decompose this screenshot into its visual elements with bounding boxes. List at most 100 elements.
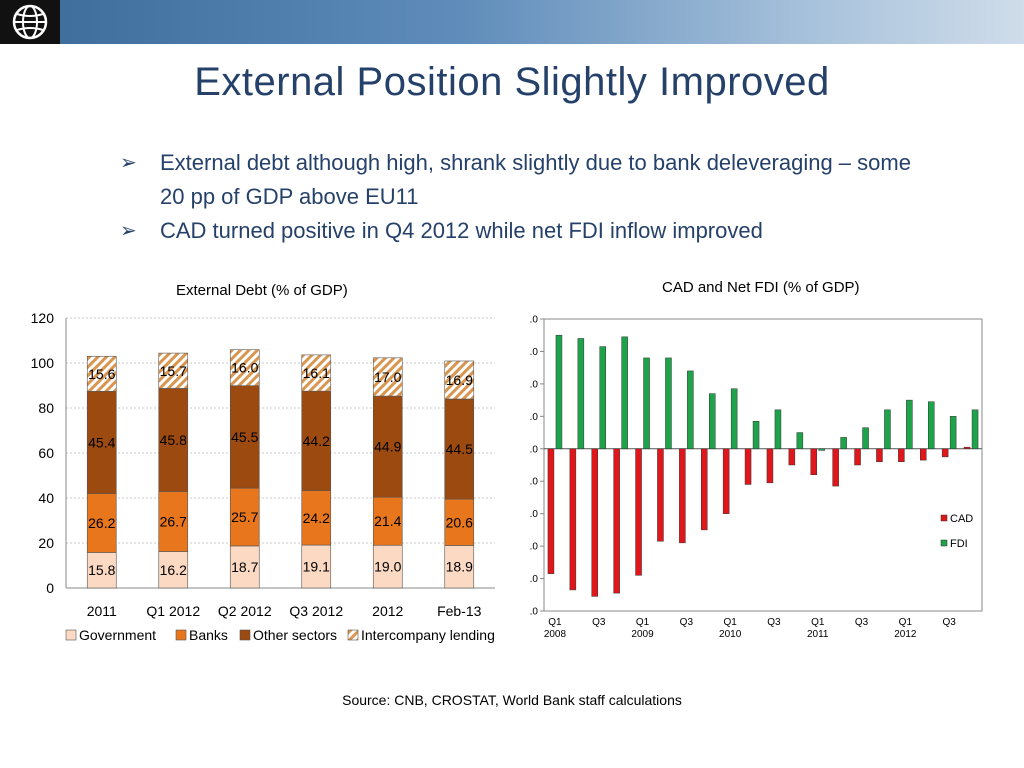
fdi-bar — [971, 409, 979, 450]
legend-swatch — [347, 629, 359, 641]
cad-bar — [613, 448, 620, 594]
data-label: 16.2 — [160, 562, 187, 578]
other-sectors-bar — [229, 385, 260, 489]
x-tick-label: Feb-13 — [437, 603, 482, 619]
x-tick-year-label: 2008 — [544, 629, 567, 640]
fdi-bar — [621, 336, 628, 450]
intercompany-bar — [158, 352, 189, 389]
x-tick-label: Q1 — [811, 617, 825, 628]
banks-bar — [372, 496, 403, 546]
legend-label: Other sectors — [253, 627, 337, 643]
y-tick-label: -2.0 — [530, 477, 538, 488]
government-bar — [229, 545, 260, 589]
fdi-bar — [796, 432, 804, 450]
arrow-bullet-icon: ➢ — [120, 152, 137, 174]
x-tick-label: Q3 — [592, 617, 606, 628]
fdi-bar — [774, 409, 782, 450]
x-tick-label: Q2 2012 — [218, 603, 272, 619]
other-sectors-bar — [372, 395, 403, 498]
cad-bar — [832, 448, 839, 487]
legend-label: Government — [79, 627, 156, 643]
y-tick-label: 6.0 — [530, 347, 538, 358]
y-tick-label: -10.0 — [530, 607, 538, 618]
y-tick-label: 40 — [38, 490, 54, 506]
debt-chart-title: External Debt (% of GDP) — [176, 282, 348, 299]
x-tick-label: Q1 — [548, 617, 562, 628]
x-tick-label: Q3 — [767, 617, 781, 628]
legend-swatch — [239, 629, 251, 641]
data-label: 24.2 — [303, 510, 330, 526]
cad-fdi-chart: -10.0-8.0-6.0-4.0-2.00.02.04.06.08.0Q120… — [530, 315, 983, 640]
cad-bar — [547, 448, 555, 574]
legend-label: CAD — [950, 513, 973, 525]
fdi-bar — [840, 437, 847, 450]
data-label: 26.7 — [160, 514, 187, 530]
intercompany-bar — [229, 349, 260, 387]
data-label: 21.4 — [374, 513, 401, 529]
data-label: 15.7 — [160, 363, 187, 379]
y-tick-label: 60 — [38, 445, 54, 461]
x-tick-year-label: 2011 — [807, 629, 829, 640]
bullet-item: ➢ CAD turned positive in Q4 2012 while n… — [120, 214, 920, 248]
cad-bar — [854, 448, 861, 466]
x-tick-label: 2012 — [372, 603, 403, 619]
bullet-text: CAD turned positive in Q4 2012 while net… — [160, 218, 763, 243]
y-tick-label: 2.0 — [530, 412, 538, 423]
government-bar — [301, 544, 332, 589]
intercompany-bar — [444, 360, 475, 400]
world-bank-logo — [0, 0, 60, 44]
data-label: 44.2 — [303, 433, 330, 449]
y-tick-label: 120 — [31, 310, 55, 326]
fdi-bar — [884, 409, 891, 450]
slide-title: External Position Slightly Improved — [194, 60, 830, 104]
fdi-bar — [599, 346, 606, 450]
external-debt-chart: 0 20 40 60 80 100 120 15.8 26.2 45.4 15.6 2011 16.2 2… — [31, 310, 495, 643]
cad-bar — [722, 448, 730, 514]
fdi-bar — [862, 427, 869, 450]
fdi-bar — [752, 420, 760, 450]
x-tick-label: Q1 2012 — [146, 603, 200, 619]
cad-chart-title: CAD and Net FDI (% of GDP) — [662, 279, 860, 296]
y-tick-label: -4.0 — [530, 509, 538, 520]
cad-bar — [898, 448, 905, 463]
x-tick-label: Q3 — [942, 617, 956, 628]
x-tick-year-label: 2012 — [894, 629, 917, 640]
legend-label: Banks — [189, 627, 228, 643]
government-bar — [444, 545, 475, 589]
cad-bar — [701, 448, 708, 531]
legend-swatch — [940, 539, 948, 547]
government-bar — [372, 544, 403, 589]
header-bar — [0, 0, 1024, 44]
data-label: 16.0 — [231, 360, 258, 376]
cad-bar — [788, 448, 796, 466]
data-label: 15.6 — [88, 366, 115, 382]
fdi-bar — [949, 416, 957, 450]
data-label: 17.0 — [374, 369, 401, 385]
banks-bar — [86, 493, 117, 553]
x-tick-label: Q1 — [636, 617, 650, 628]
data-label: 45.4 — [88, 434, 115, 450]
y-tick-label: 80 — [38, 400, 54, 416]
plot-area — [543, 318, 983, 612]
other-sectors-bar — [86, 391, 117, 494]
data-label: 18.9 — [446, 559, 473, 575]
x-tick-year-label: 2010 — [719, 629, 742, 640]
fdi-bar — [687, 370, 694, 450]
fdi-bar — [730, 388, 738, 450]
data-label: 18.7 — [231, 559, 258, 575]
other-sectors-bar — [444, 398, 475, 500]
data-label: 45.8 — [160, 432, 187, 448]
data-label: 19.1 — [303, 559, 330, 575]
fdi-bar — [818, 448, 825, 451]
source-note: Source: CNB, CROSTAT, World Bank staff c… — [342, 692, 682, 708]
legend-label: FDI — [950, 538, 968, 550]
legend-swatch — [175, 629, 187, 641]
data-label: 44.5 — [446, 441, 473, 457]
fdi-bar — [643, 357, 650, 450]
cad-bar — [679, 448, 686, 544]
y-tick-label: 0 — [46, 580, 54, 596]
x-tick-label: Q3 2012 — [289, 603, 343, 619]
data-label: 44.9 — [374, 439, 401, 455]
y-tick-label: 100 — [31, 355, 55, 371]
cad-bar — [920, 448, 927, 461]
